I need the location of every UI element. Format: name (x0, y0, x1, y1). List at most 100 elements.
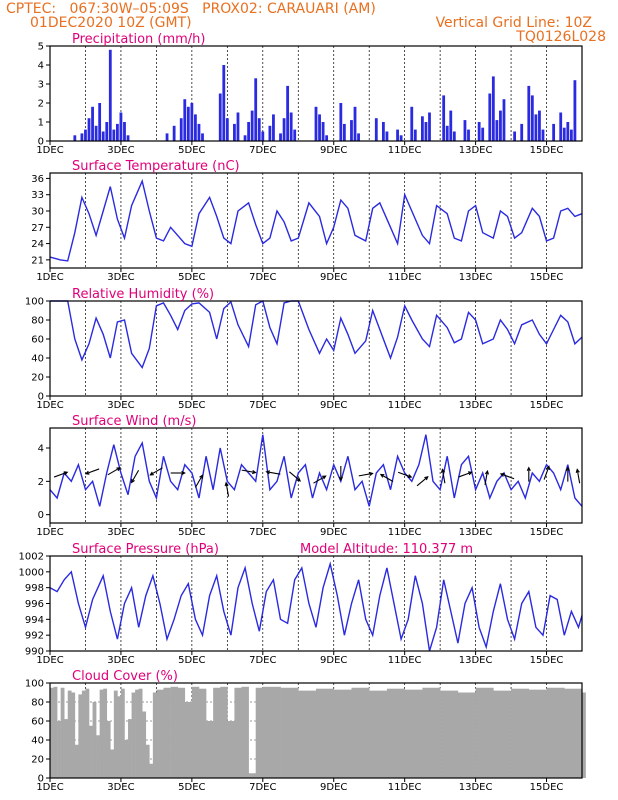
precip-bar (499, 110, 502, 141)
panel-title: Relative Humidity (%) (72, 287, 214, 302)
cloud-bar (71, 692, 76, 778)
y-tick-label: 0 (38, 137, 44, 148)
wind-arrow (150, 467, 163, 476)
precip-bar (247, 122, 251, 141)
precip-bar (112, 129, 116, 141)
precip-bar (272, 114, 275, 141)
wind-arrow (107, 467, 121, 476)
header-model-id: TQ0126L028 (516, 29, 606, 45)
precip-bar (123, 122, 126, 141)
precip-bar (286, 85, 290, 141)
cloud-bar (227, 721, 235, 778)
x-tick-label: 5DEC (178, 655, 205, 666)
wind-arrow-head (84, 470, 90, 475)
cloud-bar (170, 686, 178, 778)
precip-bar (552, 123, 556, 141)
precip-bar (559, 112, 563, 141)
x-tick-label: 7DEC (249, 145, 276, 156)
precip-bar (84, 129, 87, 141)
x-tick-label: 15DEC (530, 527, 564, 538)
y-tick-label: 2 (38, 477, 44, 488)
precip-bar (261, 131, 265, 141)
y-tick-label: 80 (31, 316, 44, 327)
x-tick-label: 13DEC (459, 145, 493, 156)
precip-bar (477, 122, 481, 141)
precip-bar (357, 133, 360, 141)
x-tick-label: 11DEC (388, 400, 422, 411)
cloud-bar (103, 688, 108, 778)
precip-bar (279, 133, 282, 141)
precip-bar (452, 131, 456, 141)
panel-frame (49, 682, 583, 779)
x-tick-label: 15DEC (530, 782, 564, 793)
cloud-bar (440, 690, 459, 778)
cloud-bar (404, 689, 423, 778)
wind-arrow (241, 469, 256, 474)
x-tick-label: 7DEC (249, 655, 276, 666)
precip-bar (566, 122, 570, 141)
precip-bar (399, 135, 403, 141)
cloud-bar (457, 692, 476, 778)
precip-bar (222, 65, 226, 141)
precip-bar (573, 80, 577, 141)
cloud-bar (64, 719, 69, 778)
precip-bar (350, 120, 353, 141)
cloud-bar (582, 692, 586, 778)
precip-bar (467, 129, 470, 141)
precip-bar (424, 122, 428, 141)
y-tick-label: 30 (31, 207, 44, 218)
x-tick-label: 9DEC (320, 145, 347, 156)
wind-arrow-head (265, 470, 271, 475)
wind-arrow (313, 475, 326, 484)
precip-bar (488, 93, 492, 141)
cloud-bar (50, 687, 54, 778)
cloud-bar (67, 690, 72, 778)
x-tick-label: 11DEC (388, 272, 422, 283)
panel-frame (49, 427, 583, 524)
precip-bar (115, 123, 119, 141)
precip-bar (520, 123, 524, 141)
precip-bar (538, 110, 541, 141)
cloud-bar (85, 688, 90, 778)
cloud-bar (128, 719, 132, 778)
y-tick-label: 994 (25, 615, 44, 626)
x-tick-label: 15DEC (530, 272, 564, 283)
wind-arrow-head (565, 466, 570, 472)
wind-arrow-head (467, 471, 473, 476)
precip-bar (186, 106, 190, 141)
precip-bar (194, 114, 197, 141)
precip-bar (495, 120, 499, 141)
precip-bar (289, 112, 293, 141)
precip-bar (108, 49, 112, 141)
y-tick-label: 20 (31, 755, 44, 766)
cloud-bar (351, 687, 370, 778)
precip-bar (530, 95, 534, 141)
precip-bar (396, 129, 399, 141)
cloud-bar (138, 688, 143, 778)
x-tick-label: 9DEC (320, 782, 347, 793)
wind-arrow-head (181, 470, 186, 476)
wind-arrow (225, 482, 230, 497)
precip-bar (250, 110, 254, 141)
precip-bar (80, 133, 84, 141)
cloud-bar (528, 689, 547, 778)
cloud-bar (546, 687, 565, 778)
precip-bar (410, 106, 414, 141)
precip-bar (254, 78, 258, 141)
wind-arrow-head (322, 475, 327, 480)
cloud-bar (177, 687, 186, 778)
cloud-bar (369, 690, 388, 778)
y-tick-label: 27 (31, 223, 44, 234)
x-tick-label: 5DEC (178, 272, 205, 283)
cloud-bar (198, 688, 207, 778)
precip-bar (381, 122, 385, 141)
wind-arrow (500, 473, 515, 480)
y-tick-label: 36 (31, 174, 44, 185)
wind-arrow (543, 466, 550, 480)
x-tick-label: 11DEC (388, 145, 422, 156)
cloud-bar (241, 686, 249, 778)
precip-bar (225, 118, 229, 141)
precip-bar (342, 123, 346, 141)
wind-arrow (576, 469, 581, 484)
cloud-bar (234, 687, 242, 778)
